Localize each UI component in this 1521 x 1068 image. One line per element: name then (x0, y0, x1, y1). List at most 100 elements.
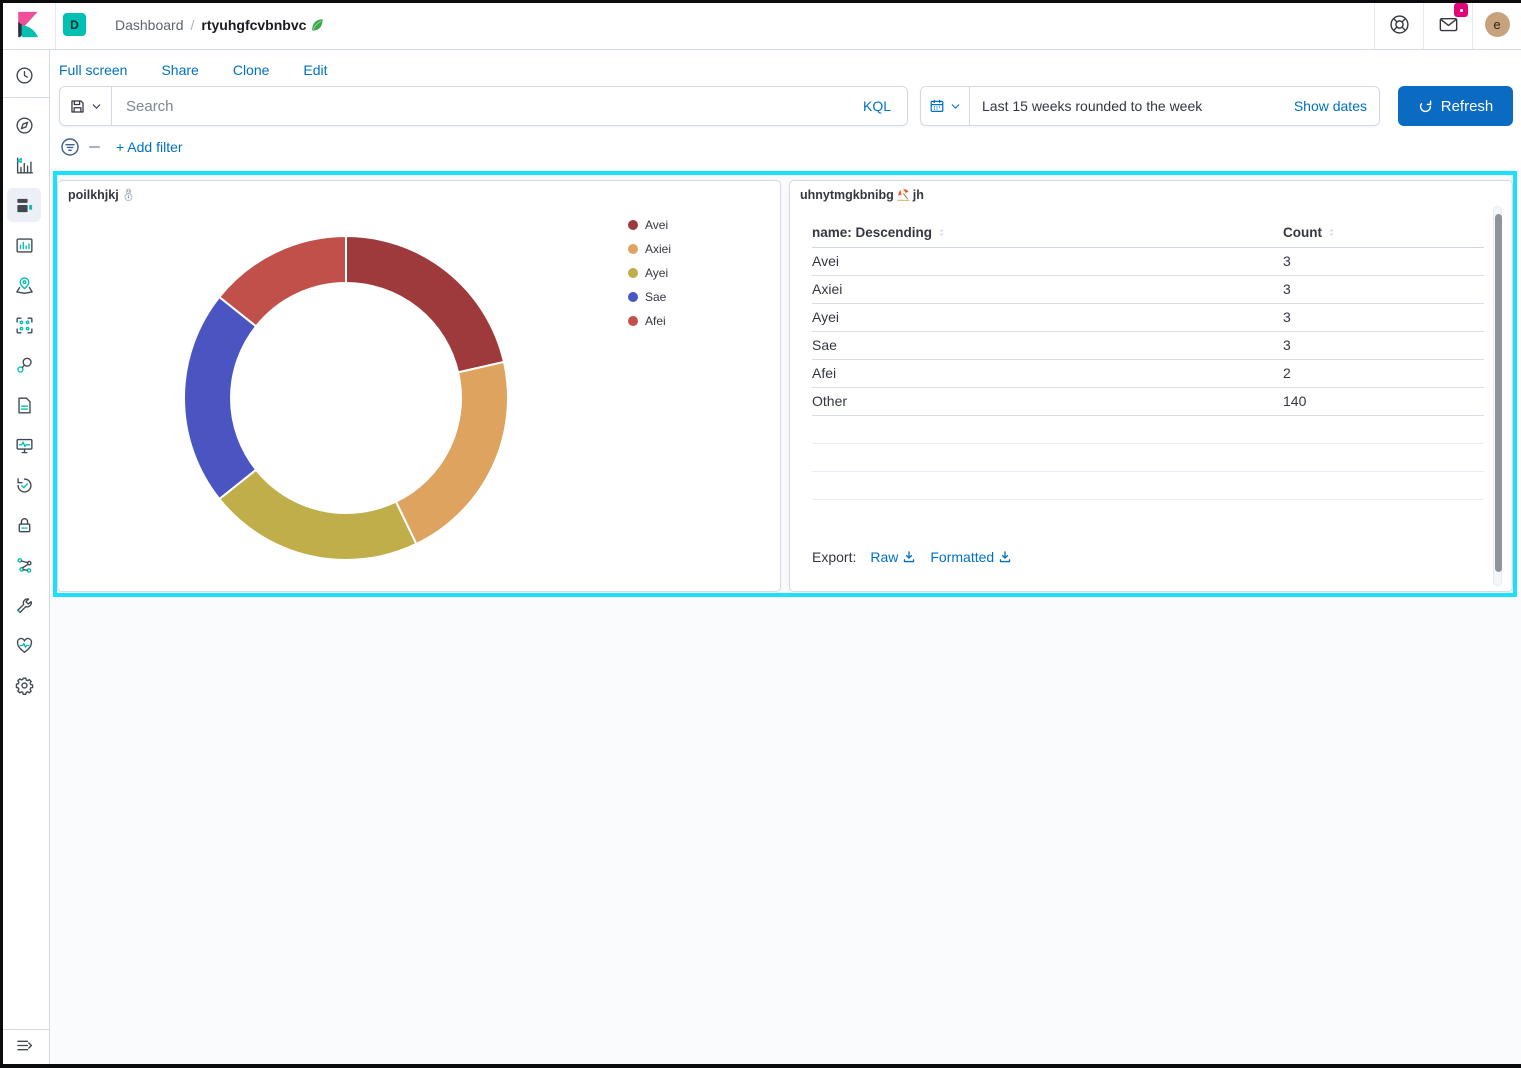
date-range-text[interactable]: Last 15 weeks rounded to the week (970, 98, 1294, 114)
sidebar-item-uptime[interactable] (7, 468, 41, 502)
sidebar-item-stack-monitoring[interactable] (7, 628, 41, 662)
legend-swatch (628, 268, 638, 278)
date-quick-select-button[interactable] (921, 87, 970, 125)
pie-panel[interactable]: poilkhjkj Avei Axiei Ayei Sae Afei (57, 180, 781, 592)
table-row-empty (812, 471, 1484, 499)
breadcrumb: Dashboard / rtyuhgfcvbnbvc (115, 0, 325, 49)
newsfeed-button[interactable] (1423, 0, 1472, 49)
cell-name: Sae (812, 331, 1283, 359)
legend-item-axiei[interactable]: Axiei (628, 237, 671, 261)
sidebar-item-dev-tools[interactable] (7, 548, 41, 582)
add-filter-button[interactable]: + Add filter (116, 139, 183, 155)
donut-chart (58, 181, 780, 591)
envelope-icon (1438, 14, 1459, 35)
header-actions: e (1374, 0, 1521, 49)
sidebar-divider (0, 97, 49, 98)
breadcrumb-section[interactable]: Dashboard (115, 17, 184, 33)
menu-full-screen[interactable]: Full screen (59, 62, 127, 78)
menu-edit[interactable]: Edit (303, 62, 327, 78)
scrollbar-thumb[interactable] (1495, 214, 1502, 572)
screenshot-frame-top (0, 0, 1521, 3)
table-panel[interactable]: uhnytmgkbnibg jh (789, 180, 1513, 592)
sidebar-item-maps[interactable] (7, 268, 41, 302)
sidebar-item-machine-learning[interactable] (7, 308, 41, 342)
table-row-avei: Avei3 (812, 247, 1484, 275)
pie-slice-avei[interactable] (346, 236, 504, 372)
legend-item-sae[interactable]: Sae (628, 285, 671, 309)
leafy-green-emoji-icon (309, 17, 325, 33)
download-icon (998, 550, 1012, 564)
table-row-empty (812, 415, 1484, 443)
sidebar-nav (0, 50, 50, 1068)
save-icon (69, 98, 86, 115)
legend-swatch (628, 220, 638, 230)
filter-circle-icon (60, 137, 80, 157)
panel-scrollbar (1493, 206, 1502, 586)
chevron-down-icon (949, 100, 962, 113)
beach-umbrella-emoji-icon (896, 187, 911, 202)
pie-slice-afei[interactable] (219, 236, 346, 326)
selection-highlight: poilkhjkj Avei Axiei Ayei Sae Afei uhnytmgkb… (53, 171, 1517, 597)
help-button[interactable] (1374, 0, 1423, 49)
search-bar: KQL (59, 86, 908, 126)
export-row: Export: Raw Formatted (812, 549, 1012, 565)
sidebar-item-logs[interactable] (7, 388, 41, 422)
table-row-ayei: Ayei3 (812, 303, 1484, 331)
sidebar-item-dashboard[interactable] (7, 188, 41, 222)
refresh-icon (1418, 99, 1433, 114)
pie-slice-ayei[interactable] (219, 470, 416, 560)
column-header-count[interactable]: Count (1283, 219, 1484, 247)
menu-share[interactable]: Share (161, 62, 198, 78)
legend-label: Avei (645, 218, 668, 232)
pie-slice-axiei[interactable] (396, 362, 508, 544)
calendar-icon (929, 98, 945, 114)
pie-panel-title[interactable]: poilkhjkj (68, 187, 136, 202)
sidebar-item-visualize[interactable] (7, 148, 41, 182)
export-formatted-link[interactable]: Formatted (930, 549, 1012, 565)
export-raw-link[interactable]: Raw (870, 549, 916, 565)
sidebar-item-canvas[interactable] (7, 228, 41, 262)
dashboard-menu: Full screen Share Clone Edit (50, 54, 1521, 86)
chevron-down-icon (90, 100, 103, 113)
cell-count: 3 (1283, 275, 1484, 303)
cell-count: 3 (1283, 303, 1484, 331)
legend-item-avei[interactable]: Avei (628, 213, 671, 237)
column-header-name[interactable]: name: Descending (812, 219, 1283, 247)
saved-query-menu-button[interactable] (60, 87, 112, 125)
search-input[interactable] (112, 98, 847, 115)
date-picker: Last 15 weeks rounded to the week Show d… (920, 86, 1380, 126)
sidebar-item-settings[interactable] (7, 668, 41, 702)
cell-count: 2 (1283, 359, 1484, 387)
user-menu-button[interactable]: e (1472, 0, 1521, 49)
menu-clone[interactable]: Clone (233, 62, 270, 78)
chart-legend: Avei Axiei Ayei Sae Afei (628, 213, 671, 333)
pie-slice-sae[interactable] (184, 297, 256, 499)
sort-icon (936, 226, 947, 239)
table-row-empty (812, 443, 1484, 471)
sidebar-item-recently-viewed[interactable] (7, 58, 41, 92)
space-badge[interactable]: D (63, 13, 86, 36)
sidebar-item-apm[interactable] (7, 428, 41, 462)
cell-count: 140 (1283, 387, 1484, 415)
filter-options-button[interactable] (60, 137, 80, 157)
refresh-button[interactable]: Refresh (1398, 86, 1513, 126)
sidebar-collapse-button[interactable] (7, 1028, 41, 1062)
kibana-logo[interactable] (0, 0, 56, 49)
legend-item-afei[interactable]: Afei (628, 309, 671, 333)
legend-label: Sae (645, 290, 666, 304)
filter-bar: + Add filter (50, 132, 1521, 162)
legend-label: Ayei (645, 266, 668, 280)
breadcrumb-separator: / (191, 17, 195, 33)
legend-item-ayei[interactable]: Ayei (628, 261, 671, 285)
sidebar-item-security[interactable] (7, 508, 41, 542)
table-panel-title[interactable]: uhnytmgkbnibg jh (800, 187, 924, 202)
filter-dash (89, 146, 100, 148)
lifebuoy-help-icon (1389, 14, 1410, 35)
sidebar-item-stack-management-wrench[interactable] (7, 588, 41, 622)
kql-syntax-button[interactable]: KQL (847, 98, 907, 114)
show-dates-button[interactable]: Show dates (1294, 98, 1379, 114)
sidebar-item-discover[interactable] (7, 108, 41, 142)
sidebar-item-graph[interactable] (7, 348, 41, 382)
cell-count: 3 (1283, 247, 1484, 275)
snowman-emoji-icon (121, 187, 136, 202)
